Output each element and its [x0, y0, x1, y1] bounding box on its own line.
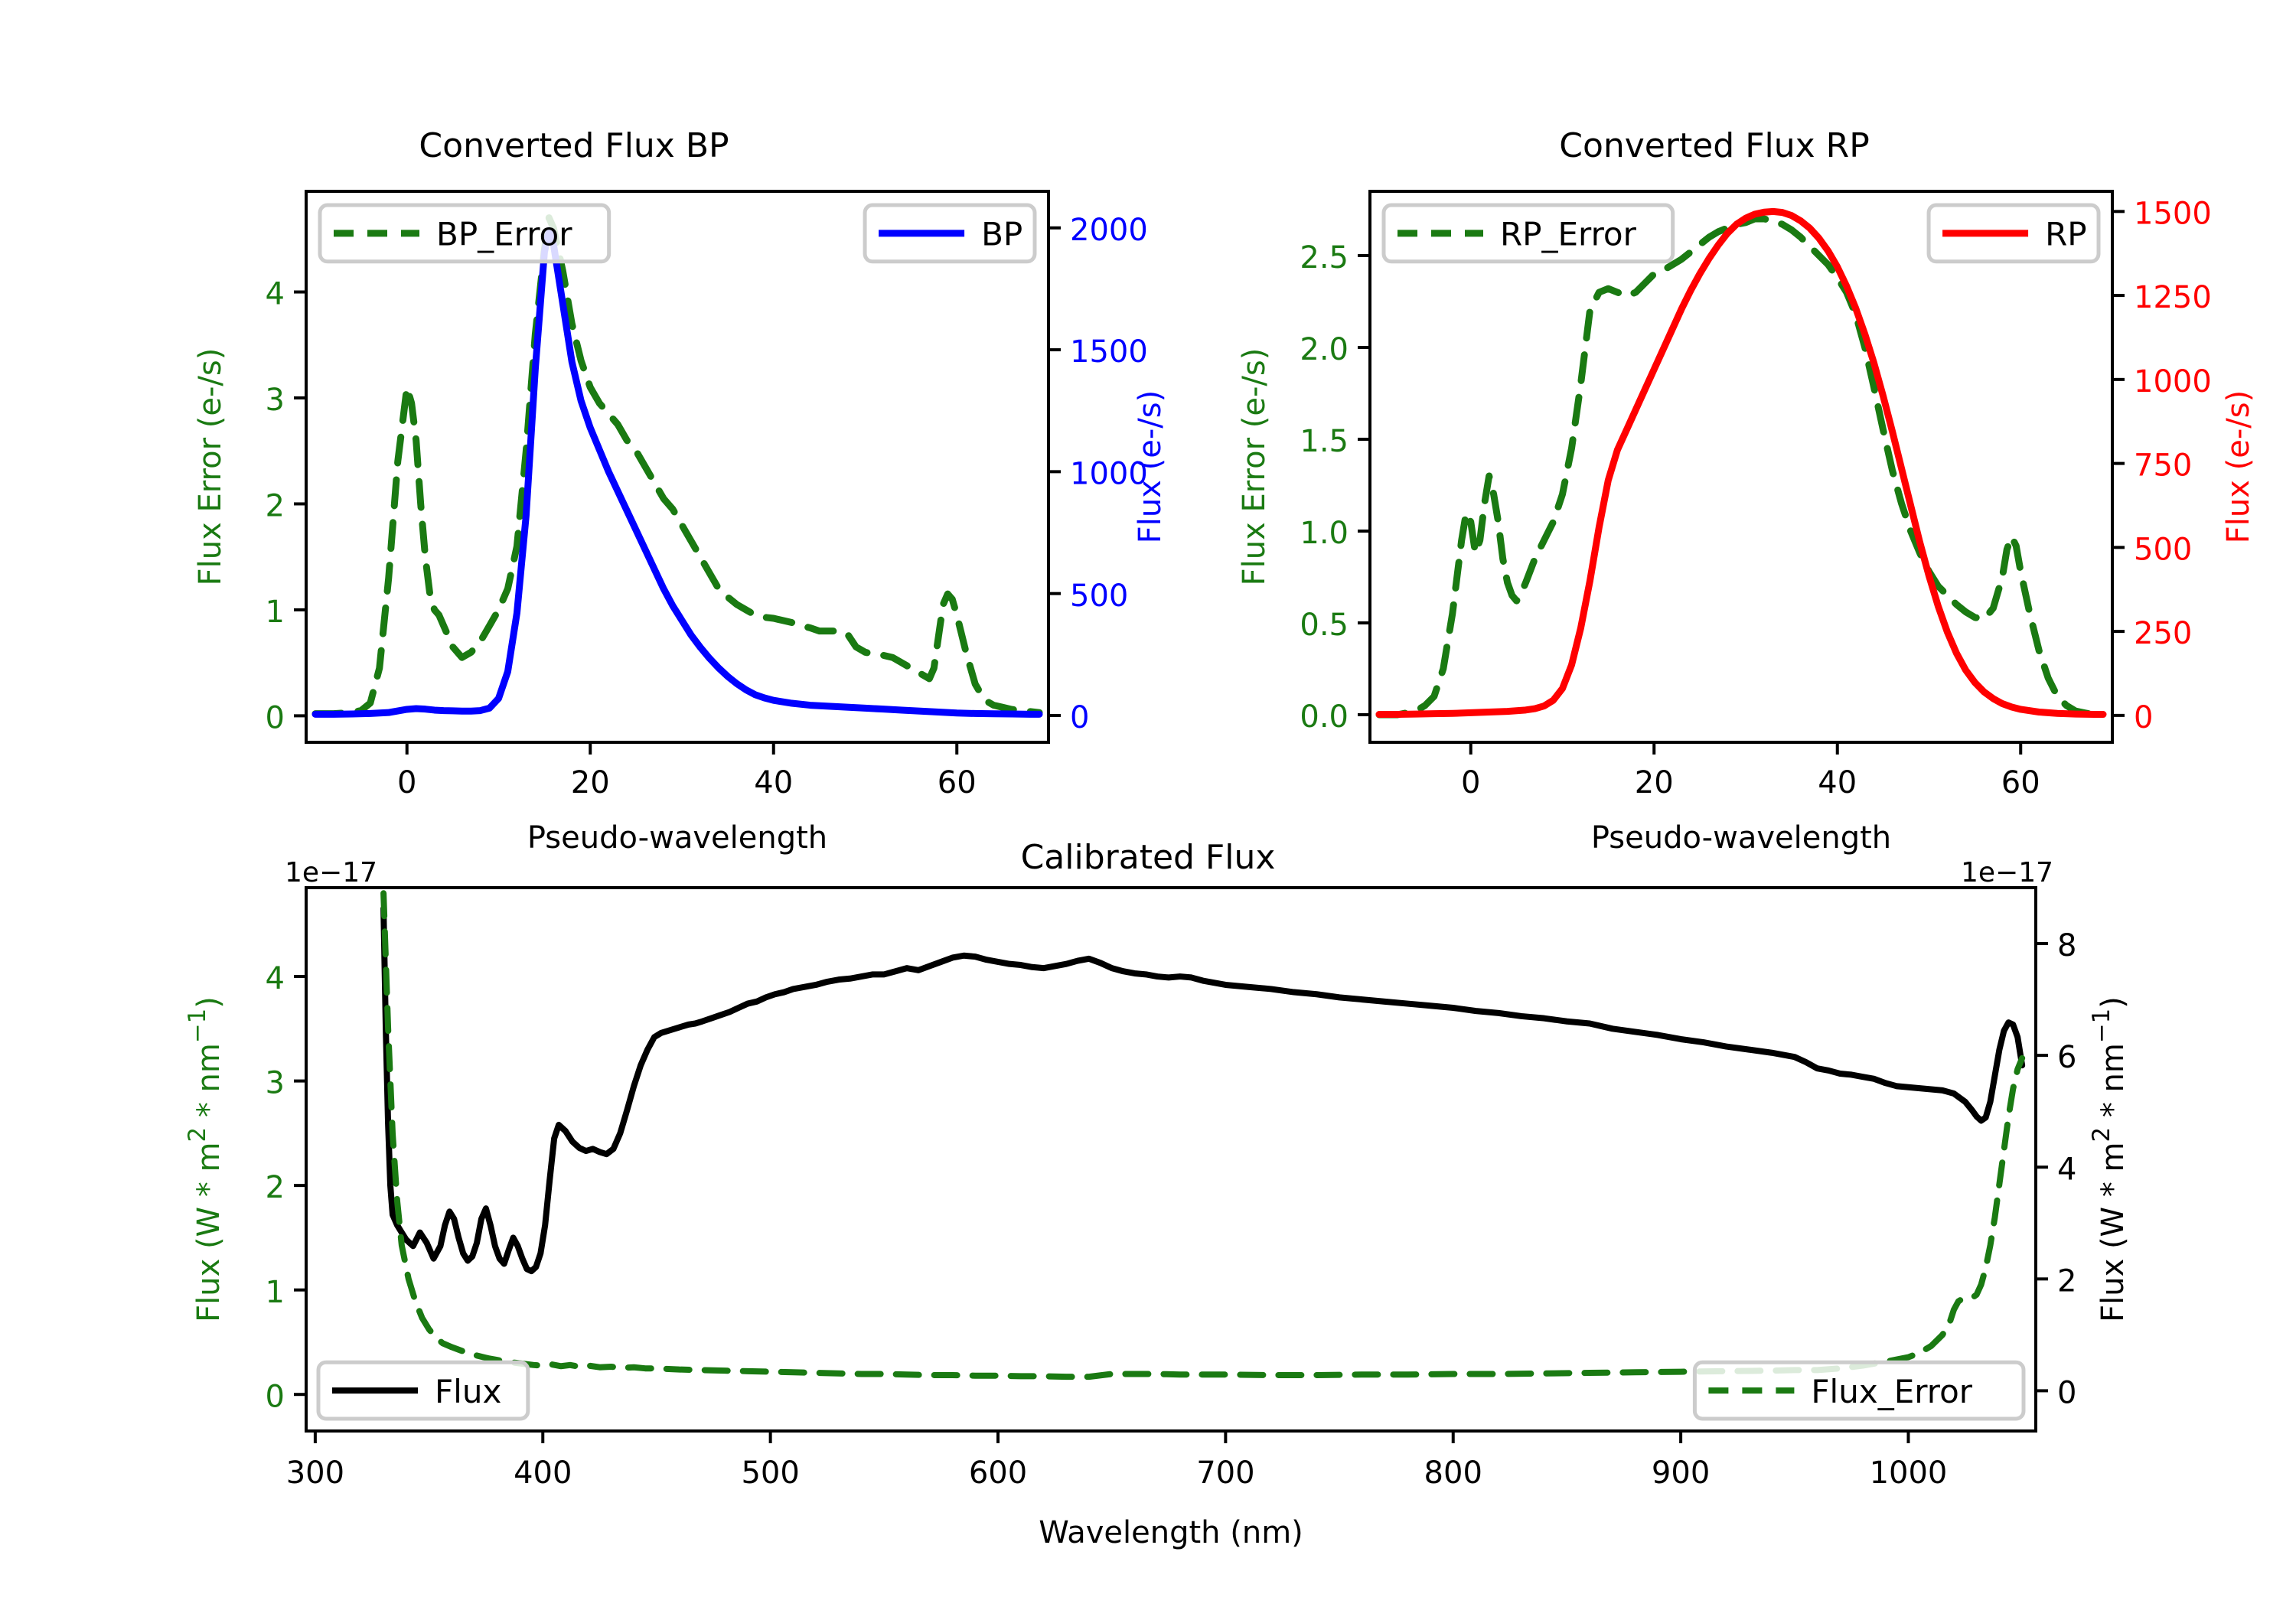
x-tick-label: 0 [1461, 765, 1480, 800]
y-tick-label-left: 1 [266, 1275, 285, 1310]
y-tick-label-right: 1500 [1070, 334, 1148, 370]
y-axis-label-right: Flux (e-/s) [1133, 390, 1168, 543]
y-tick-label-left: 4 [266, 277, 285, 312]
axes-frame [305, 886, 2037, 1433]
y-tick-label-right: 0 [2134, 700, 2153, 735]
x-tick-label: 400 [514, 1455, 572, 1491]
y-axis-label-right: Flux (W * m2 * nm−1) [2088, 996, 2131, 1322]
y-tick-label-right: 500 [2134, 532, 2192, 567]
y-tick-label-left: 1.0 [1300, 516, 1349, 551]
y-tick-label-right: 8 [2057, 928, 2076, 963]
legend-label-rp_error: RP_Error [1500, 216, 1637, 253]
x-tick-label: 500 [741, 1455, 799, 1491]
legend-rp_error: RP_Error [1381, 203, 1675, 264]
panel-title-calibrated: Calibrated Flux [1020, 838, 1276, 877]
panel-title-bp: Converted Flux BP [419, 126, 729, 165]
x-tick-label: 700 [1196, 1455, 1254, 1491]
x-tick-label: 1000 [1870, 1455, 1948, 1491]
y-tick-label-right: 2000 [1070, 213, 1148, 248]
y-tick-label-left: 3 [266, 383, 285, 418]
x-tick-label: 60 [2001, 765, 2040, 800]
panel-calibrated-flux: Calibrated Flux 1e−17 1e−17 300 400 500 600… [0, 826, 2296, 1607]
y-tick-label-left: 0.5 [1300, 608, 1349, 643]
legend-rp: RP [1926, 203, 2101, 264]
series-bp_error [311, 214, 1043, 718]
x-tick-label: 0 [397, 765, 416, 800]
chart-bp: 0 20 40 60 Pseudo-wavelength 0 1 2 3 4 Flux Error … [193, 190, 1168, 856]
y-tick-label-right: 1250 [2134, 280, 2212, 315]
legend-label-bp: BP [981, 216, 1022, 253]
y-tick-label-right: 1500 [2134, 196, 2212, 231]
y-tick-label-left: 2 [266, 1170, 285, 1205]
legend-box [316, 1360, 530, 1421]
series-bp [311, 227, 1043, 718]
series-flux_error [380, 890, 2026, 1380]
y-tick-label-left: 4 [266, 961, 285, 996]
x-axis-label: Wavelength (nm) [1039, 1515, 1303, 1550]
series-rp [1375, 207, 2107, 719]
legend-bp_error: BP_Error [318, 203, 612, 264]
x-axis-label: Pseudo-wavelength [1591, 820, 1891, 856]
series-rp_error [1375, 215, 2107, 719]
y-tick-label-left: 3 [266, 1066, 285, 1101]
y-tick-label-left: 2.5 [1300, 240, 1349, 275]
y-tick-label-right: 0 [2057, 1376, 2076, 1411]
x-tick-label: 20 [571, 765, 610, 800]
x-tick-label: 300 [286, 1455, 344, 1491]
x-tick-label: 40 [1818, 765, 1857, 800]
legend-label-rp: RP [2045, 216, 2087, 253]
chart-rp: 0 20 40 60 Pseudo-wavelength 0.0 0.5 1.0 1.5 2.0 2… [1237, 190, 2256, 856]
x-tick-label: 800 [1424, 1455, 1482, 1491]
y-tick-label-right: 500 [1070, 579, 1128, 614]
y-tick-label-right: 1000 [1070, 456, 1148, 491]
y-axis-label-left: Flux Error (e-/s) [1237, 348, 1272, 586]
x-axis-label: Pseudo-wavelength [527, 820, 827, 856]
legend-label-flux_error: Flux_Error [1811, 1373, 1972, 1410]
panel-title-rp: Converted Flux RP [1559, 126, 1870, 165]
y-tick-label-left: 0.0 [1300, 699, 1349, 735]
y-tick-label-right: 0 [1070, 700, 1089, 735]
panel-converted-flux-rp: Converted Flux RP 0 20 40 60 Pseudo-waveleng… [1148, 0, 2296, 856]
legend-bp: BP [863, 203, 1037, 264]
legend-flux_error: Flux_Error [1692, 1360, 2026, 1421]
x-tick-label: 20 [1635, 765, 1674, 800]
axes-frame [1368, 190, 2114, 744]
y-axis-label-right: Flux (e-/s) [2221, 390, 2256, 543]
x-tick-label: 60 [938, 765, 977, 800]
legend-box [1692, 1360, 2026, 1421]
series-flux [380, 905, 2026, 1275]
y-tick-label-right: 2 [2057, 1263, 2076, 1299]
y-tick-label-left: 1 [266, 595, 285, 630]
x-tick-label: 900 [1652, 1455, 1710, 1491]
y-tick-label-right: 4 [2057, 1152, 2076, 1187]
y-tick-label-right: 750 [2134, 448, 2192, 484]
legend-box [318, 203, 612, 264]
legend-flux: Flux [316, 1360, 530, 1421]
y-tick-label-right: 250 [2134, 616, 2192, 651]
legend-label-bp_error: BP_Error [436, 216, 572, 253]
y-tick-label-right: 6 [2057, 1040, 2076, 1075]
panel-converted-flux-bp: Converted Flux BP 0 20 40 60 Pseudo-waveleng… [0, 0, 1168, 856]
y-tick-label-right: 1000 [2134, 364, 2212, 399]
x-tick-label: 40 [754, 765, 793, 800]
offset-exponent-left: 1e−17 [285, 857, 378, 888]
y-tick-label-left: 0 [266, 1379, 285, 1414]
y-tick-label-left: 2.0 [1300, 332, 1349, 367]
y-axis-label-left: Flux (W * m2 * nm−1) [184, 996, 227, 1322]
x-tick-label: 600 [969, 1455, 1027, 1491]
offset-exponent-right: 1e−17 [1961, 857, 2054, 888]
legend-box [1381, 203, 1675, 264]
axes-frame [305, 190, 1050, 744]
legend-label-flux: Flux [435, 1373, 501, 1410]
y-axis-label-left: Flux Error (e-/s) [193, 348, 228, 586]
y-tick-label-left: 1.5 [1300, 424, 1349, 459]
y-tick-label-left: 0 [266, 700, 285, 735]
y-tick-label-left: 2 [266, 489, 285, 524]
